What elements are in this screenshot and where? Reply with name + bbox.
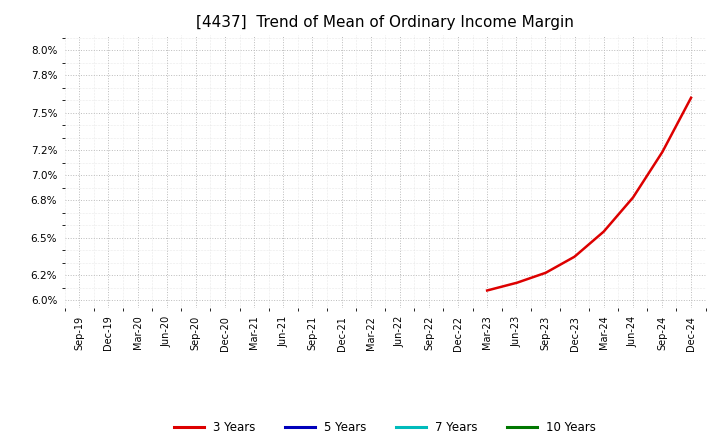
Title: [4437]  Trend of Mean of Ordinary Income Margin: [4437] Trend of Mean of Ordinary Income … bbox=[197, 15, 574, 30]
Legend: 3 Years, 5 Years, 7 Years, 10 Years: 3 Years, 5 Years, 7 Years, 10 Years bbox=[170, 416, 600, 439]
